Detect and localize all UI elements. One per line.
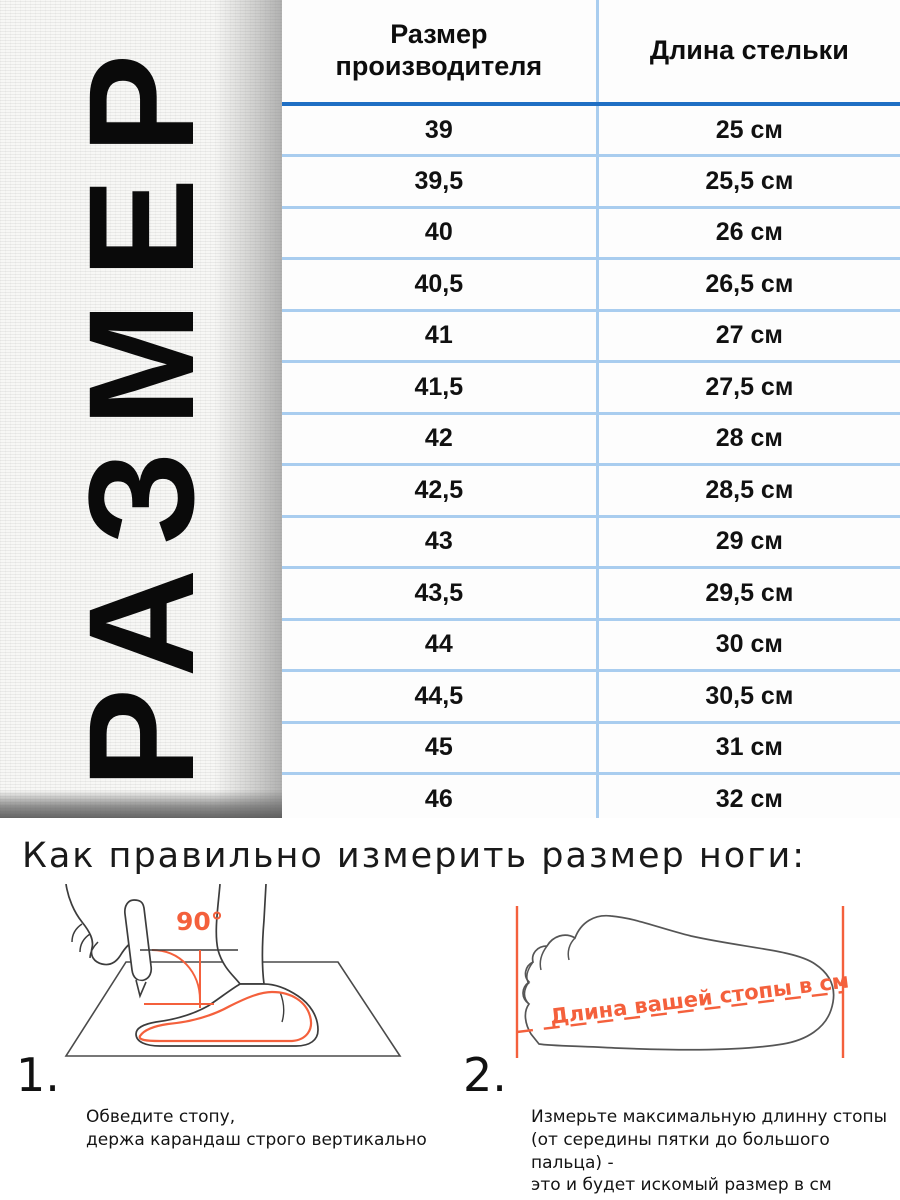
steps-container: 1. <box>0 883 900 1200</box>
cell-manufacturer-size: 45 <box>282 722 599 775</box>
cell-insole-length: 26 см <box>597 207 900 260</box>
panel-bottom-shadow <box>0 790 282 818</box>
ankle-icon <box>215 883 267 985</box>
vertical-word-panel: РАЗМЕР <box>0 0 282 818</box>
cell-manufacturer-size: 40,5 <box>282 258 599 312</box>
cell-manufacturer-size: 41 <box>282 310 599 363</box>
table-row: 43 29 см <box>282 516 900 569</box>
step-2-caption: Измерьте максимальную длинну стопы (от с… <box>531 1107 888 1196</box>
step-1-illustration: 90° <box>48 883 408 1099</box>
foot-length-diagram: Длина вашей стопы в см <box>515 906 850 1058</box>
cell-manufacturer-size: 43 <box>282 516 599 569</box>
table-header-row: Размер производителя Длина стельки <box>282 0 900 106</box>
cell-manufacturer-size: 39,5 <box>282 155 599 209</box>
table-body: 39 25 см 39,5 25,5 см 40 26 см 40,5 26,5 см 41 27… <box>282 104 900 827</box>
cell-insole-length: 31 см <box>597 722 900 775</box>
cell-insole-length: 26,5 см <box>597 258 900 312</box>
header-insole-length: Длина стельки <box>597 0 900 106</box>
cell-insole-length: 25 см <box>597 104 900 157</box>
cell-manufacturer-size: 41,5 <box>282 361 599 415</box>
heel-detail-icon <box>279 991 285 1023</box>
table-row: 41,5 27,5 см <box>282 361 900 415</box>
size-table-grid: Размер производителя Длина стельки 39 25 … <box>282 0 900 827</box>
cell-manufacturer-size: 46 <box>282 773 599 827</box>
table-row: 45 31 см <box>282 722 900 775</box>
pencil-tip-icon <box>135 979 147 999</box>
foot-icon <box>135 983 319 1047</box>
table-row: 40,5 26,5 см <box>282 258 900 312</box>
cell-manufacturer-size: 40 <box>282 207 599 260</box>
vertical-word-razmer: РАЗМЕР <box>66 29 216 789</box>
table-row: 42 28 см <box>282 413 900 466</box>
table-row: 39,5 25,5 см <box>282 155 900 209</box>
cell-manufacturer-size: 42 <box>282 413 599 466</box>
header-line-2: производителя <box>335 51 543 81</box>
cell-insole-length: 30,5 см <box>597 670 900 724</box>
header-line-1: Размер <box>390 19 488 50</box>
cell-insole-length: 29 см <box>597 516 900 569</box>
table-row: 44 30 см <box>282 619 900 672</box>
measure-dashed-line-icon <box>516 990 844 1034</box>
size-table-section: РАЗМЕР Размер производителя Длина стельк… <box>0 0 900 818</box>
table-row: 44,5 30,5 см <box>282 670 900 724</box>
foot-tracing-diagram: 90° <box>64 883 402 1057</box>
cell-insole-length: 25,5 см <box>597 155 900 209</box>
step-1-caption: Обведите стопу, держа карандаш строго ве… <box>86 1107 427 1150</box>
cell-manufacturer-size: 42,5 <box>282 464 599 518</box>
how-to-measure-section: Как правильно измерить размер ноги: 1. <box>0 818 900 1200</box>
cell-insole-length: 29,5 см <box>597 567 900 621</box>
size-table: Размер производителя Длина стельки 39 25 … <box>282 0 900 827</box>
header-manufacturer-size: Размер производителя <box>282 0 599 106</box>
table-row: 46 32 см <box>282 773 900 827</box>
cell-insole-length: 28,5 см <box>597 464 900 518</box>
cell-manufacturer-size: 44,5 <box>282 670 599 724</box>
table-row: 39 25 см <box>282 104 900 157</box>
toes-icon <box>523 937 576 1005</box>
fingers-icon <box>71 923 99 959</box>
hand-icon <box>65 883 141 966</box>
pencil-icon <box>124 899 153 982</box>
traced-outline-icon <box>138 990 313 1043</box>
step-2-illustration: Длина вашей стопы в см <box>495 888 875 1093</box>
table-row: 41 27 см <box>282 310 900 363</box>
cell-manufacturer-size: 44 <box>282 619 599 672</box>
how-to-title: Как правильно измерить размер ноги: <box>22 836 807 876</box>
angle-label: 90° <box>176 907 223 936</box>
cell-manufacturer-size: 43,5 <box>282 567 599 621</box>
cell-manufacturer-size: 39 <box>282 104 599 157</box>
table-row: 43,5 29,5 см <box>282 567 900 621</box>
step-2-number: 2. <box>463 1048 507 1102</box>
cell-insole-length: 28 см <box>597 413 900 466</box>
table-row: 42,5 28,5 см <box>282 464 900 518</box>
cell-insole-length: 27,5 см <box>597 361 900 415</box>
cell-insole-length: 30 см <box>597 619 900 672</box>
cell-insole-length: 27 см <box>597 310 900 363</box>
step-1-number: 1. <box>16 1048 60 1102</box>
table-row: 40 26 см <box>282 207 900 260</box>
